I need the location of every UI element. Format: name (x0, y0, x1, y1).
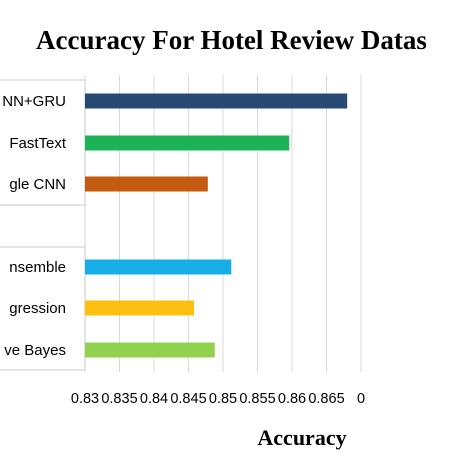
category-brackets (0, 79, 86, 371)
x-tick-label: 0.84 (140, 391, 168, 407)
bar (85, 135, 290, 151)
x-tick-label: 0.86 (278, 391, 306, 407)
category-label: ve Bayes (4, 342, 66, 359)
x-tick-label: 0.845 (170, 391, 206, 407)
category-label: nsemble (9, 259, 66, 276)
x-tick-label: 0.865 (308, 391, 344, 407)
category-label: gle CNN (9, 176, 66, 193)
bars (85, 93, 348, 358)
x-tick-label: 0.855 (239, 391, 275, 407)
x-tick-label: 0.83 (71, 391, 99, 407)
x-tick-label: 0 (357, 391, 365, 407)
category-label: NN+GRU (2, 93, 66, 110)
x-axis-label: Accuracy (257, 425, 346, 450)
bar (85, 259, 232, 275)
x-tick-label: 0.835 (101, 391, 137, 407)
x-tick-label: 0.85 (209, 391, 237, 407)
x-ticks: 0.83 0.835 0.84 0.845 0.85 0.855 0.86 0.865 0 (71, 391, 365, 407)
category-labels: NN+GRU FastText gle CNN nsemble gression ve B… (2, 93, 67, 359)
bar (85, 93, 348, 109)
category-label: gression (9, 300, 66, 317)
bar (85, 300, 195, 316)
bar (85, 176, 208, 192)
chart-title: Accuracy For Hotel Review Datas (36, 25, 427, 55)
grid (84, 75, 362, 372)
bar (85, 342, 215, 358)
category-label: FastText (9, 135, 67, 152)
